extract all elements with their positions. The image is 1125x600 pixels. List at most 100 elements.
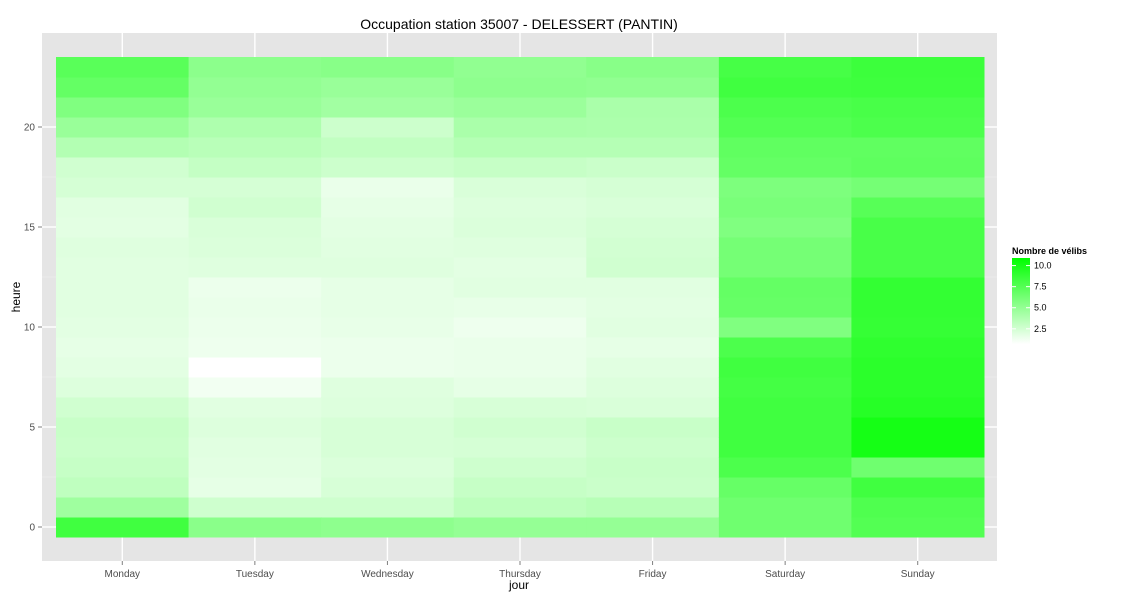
heatmap-cell (321, 97, 455, 118)
heatmap-cell (718, 57, 852, 78)
heatmap-cell (718, 477, 852, 498)
heatmap-cell (453, 237, 587, 258)
y-tick-label: 5 (29, 423, 35, 434)
heatmap-cell (321, 177, 455, 198)
legend-ticks: 2.5 5.0 7.5 10.0 (1012, 261, 1052, 334)
heatmap-cell (56, 57, 190, 78)
heatmap-cell (56, 497, 190, 518)
heatmap-cell (453, 397, 587, 418)
heatmap-cell (586, 197, 720, 218)
heatmap-cell (718, 317, 852, 338)
heatmap-cell (188, 357, 322, 378)
heatmap-cell (56, 157, 190, 178)
heatmap-cell (188, 317, 322, 338)
heatmap-cell (586, 97, 720, 118)
heatmap-cell (453, 217, 587, 238)
heatmap-cell (586, 477, 720, 498)
heatmap-cell (56, 357, 190, 378)
heatmap-cell (453, 377, 587, 398)
heatmap-cell (56, 237, 190, 258)
heatmap-cell (718, 397, 852, 418)
heatmap-cell (851, 197, 985, 218)
heatmap-cell (188, 277, 322, 298)
heatmap-cell (56, 217, 190, 238)
heatmap-cell (453, 157, 587, 178)
heatmap-cell (718, 437, 852, 458)
heatmap-cell (188, 177, 322, 198)
heatmap-cell (188, 157, 322, 178)
heatmap-cell (718, 457, 852, 478)
heatmap-cell (321, 517, 455, 538)
heatmap-cell (321, 377, 455, 398)
heatmap-cell (718, 97, 852, 118)
heatmap-cell (851, 77, 985, 98)
heatmap-cell (718, 517, 852, 538)
y-tick-label: 20 (24, 123, 36, 134)
heatmap-cell (188, 57, 322, 78)
heatmap-cell (188, 217, 322, 238)
heatmap-cell (851, 517, 985, 538)
heatmap-cell (453, 337, 587, 358)
heatmap-cell (586, 377, 720, 398)
heatmap-cell (56, 97, 190, 118)
heatmap-cell (56, 317, 190, 338)
heatmap-cell (188, 257, 322, 278)
heatmap-cell (586, 157, 720, 178)
heatmap-cell (321, 277, 455, 298)
heatmap-cell (188, 417, 322, 438)
heatmap-cell (718, 297, 852, 318)
heatmap-cell (718, 157, 852, 178)
heatmap-cell (321, 217, 455, 238)
heatmap-cell (321, 257, 455, 278)
heatmap-cell (851, 257, 985, 278)
heatmap-cell (321, 117, 455, 138)
heatmap-cell (56, 337, 190, 358)
heatmap-cell (453, 477, 587, 498)
heatmap-cell (586, 77, 720, 98)
heatmap-cell (586, 117, 720, 138)
heatmap-cell (188, 517, 322, 538)
heatmap-cell (718, 217, 852, 238)
heatmap-cell (56, 197, 190, 218)
heatmap-cell (851, 437, 985, 458)
heatmap-cell (586, 337, 720, 358)
heatmap-cell (718, 357, 852, 378)
heatmap-cell (586, 237, 720, 258)
heatmap-cell (453, 317, 587, 338)
heatmap-cell (453, 117, 587, 138)
heatmap-cell (851, 277, 985, 298)
heatmap-cell (851, 97, 985, 118)
legend: Nombre de vélibs 2.5 5.0 7.5 10.0 (1012, 246, 1087, 344)
heatmap-cell (586, 457, 720, 478)
heatmap-cell (453, 137, 587, 158)
heatmap-cell (321, 497, 455, 518)
heatmap-cell (321, 77, 455, 98)
heatmap-cell (851, 177, 985, 198)
y-axis: 0 5 10 15 20 (24, 123, 42, 534)
heatmap-cell (851, 57, 985, 78)
heatmap-cell (453, 97, 587, 118)
heatmap-cell (586, 417, 720, 438)
heatmap-cell (188, 97, 322, 118)
heatmap-cell (586, 397, 720, 418)
heatmap-cell (586, 497, 720, 518)
y-tick-label: 15 (24, 223, 36, 234)
x-tick-label: Monday (104, 569, 140, 580)
heatmap-cell (718, 177, 852, 198)
heatmap-cell (321, 337, 455, 358)
heatmap-cell (851, 157, 985, 178)
heatmap-cell (718, 137, 852, 158)
heatmap-cell (718, 497, 852, 518)
heatmap-cell (851, 297, 985, 318)
heatmap-cell (851, 317, 985, 338)
heatmap-cell (453, 197, 587, 218)
legend-label: 10.0 (1034, 261, 1052, 271)
heatmap-cell (718, 417, 852, 438)
heatmap-cell (188, 297, 322, 318)
heatmap-cell (188, 497, 322, 518)
x-tick-label: Sunday (901, 569, 935, 580)
heatmap-cell (453, 177, 587, 198)
heatmap-cell (718, 197, 852, 218)
heatmap-cell (453, 57, 587, 78)
